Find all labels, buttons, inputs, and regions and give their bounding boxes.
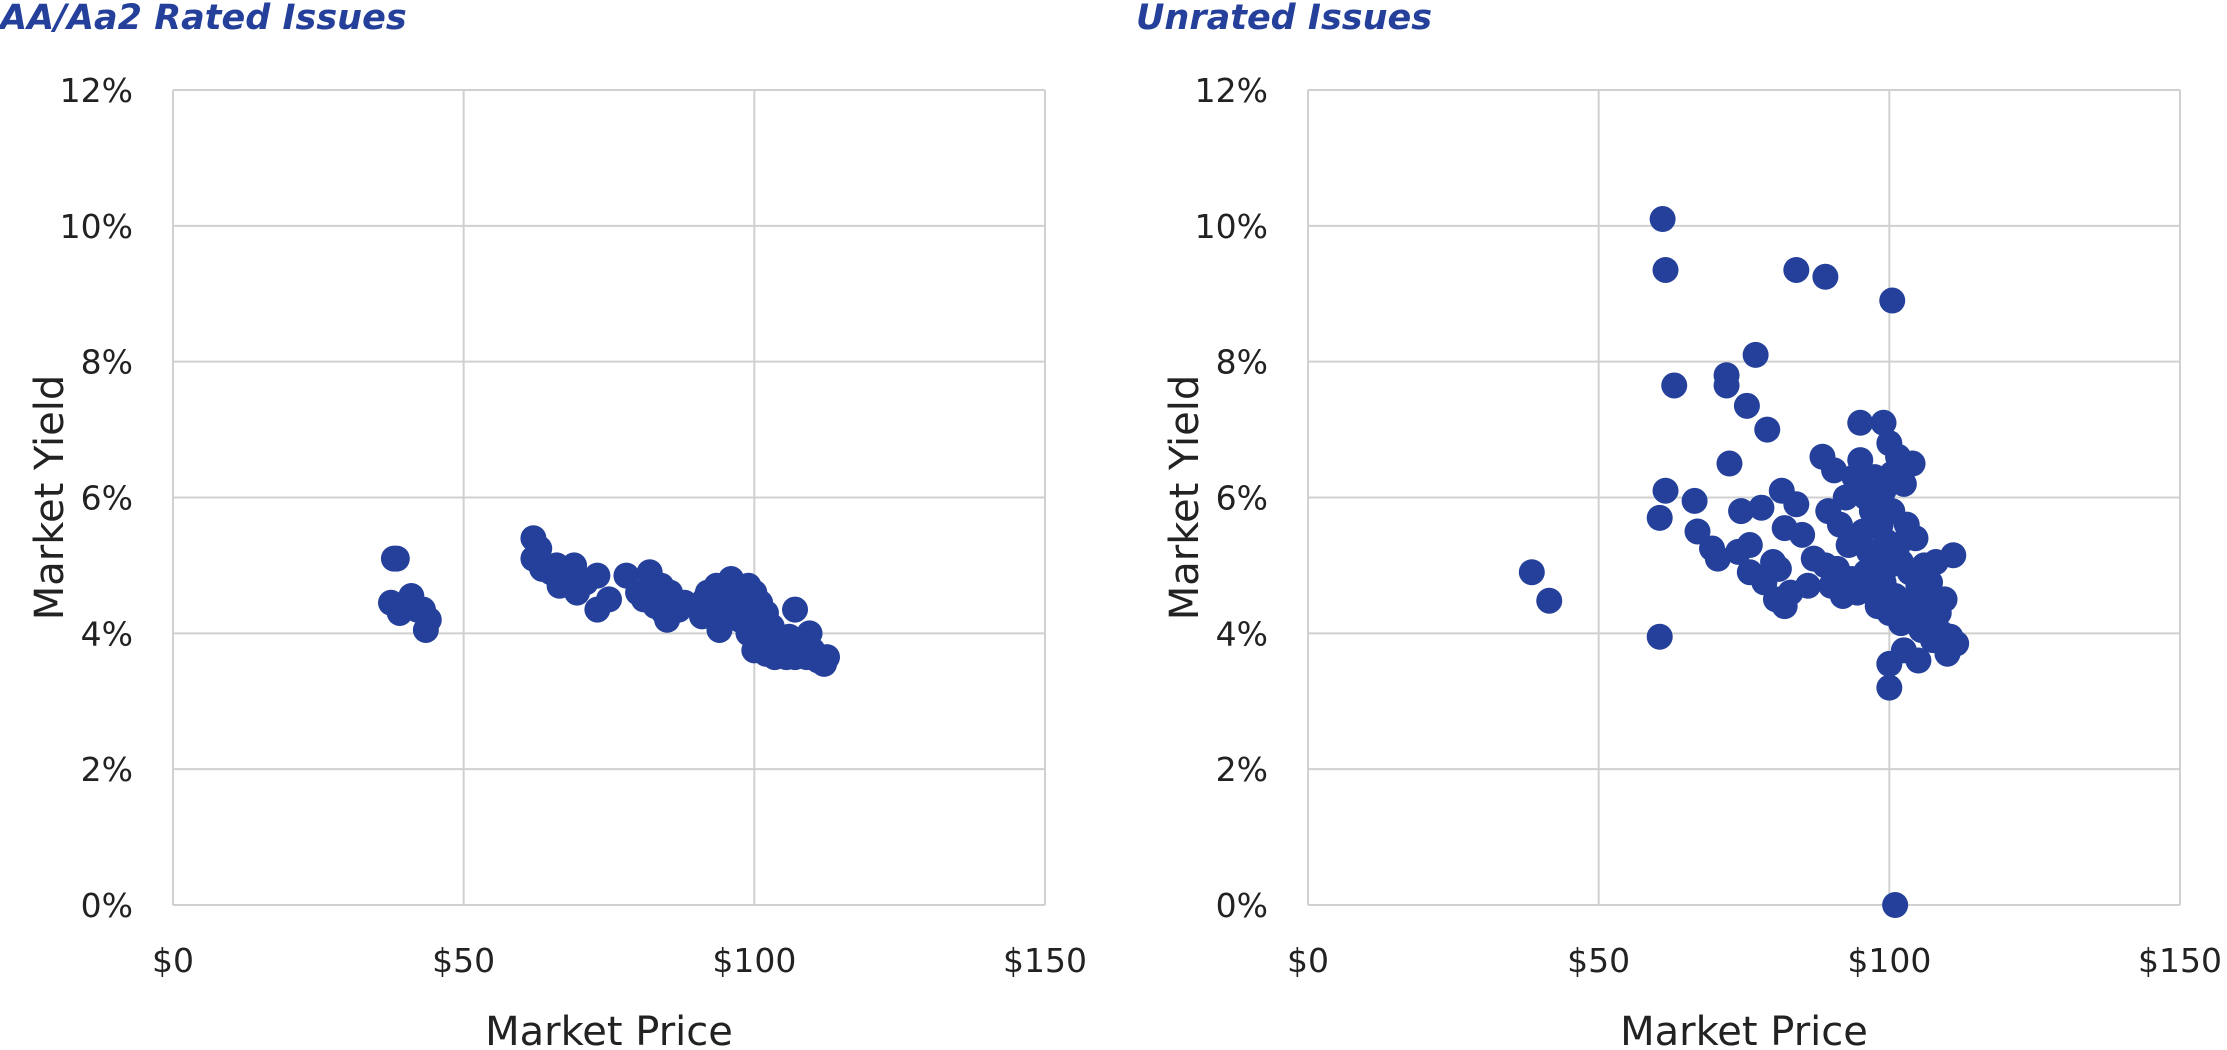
y-tick-label: 0%: [1216, 886, 1268, 925]
data-point: [596, 586, 622, 613]
data-point: [1940, 542, 1967, 569]
data-point: [1826, 511, 1853, 538]
x-tick-label: $50: [1567, 941, 1630, 980]
data-point: [1646, 504, 1673, 531]
x-tick-label: $50: [432, 941, 495, 980]
y-axis-label: Market Yield: [27, 375, 73, 620]
chart-title: AA/Aa2 Rated Issues: [0, 0, 407, 38]
y-tick-label: 6%: [1216, 479, 1268, 518]
data-point: [526, 535, 553, 562]
data-point: [1704, 545, 1731, 572]
x-tick-label: $0: [1287, 941, 1329, 980]
x-tick-label: $0: [152, 941, 194, 980]
y-tick-label: 4%: [1216, 614, 1268, 653]
data-point: [1518, 559, 1545, 586]
x-tick-label: $150: [1003, 941, 1087, 980]
data-point: [1684, 518, 1711, 545]
scatter-plot-aa-rated: 0% 2% 4% 6% 8% 10% 12% $0 $50 $100 $150 Market Pric…: [27, 71, 1087, 1050]
y-tick-label: 4%: [81, 614, 133, 653]
data-point: [1713, 372, 1740, 399]
data-point: [1879, 287, 1906, 314]
data-point: [1931, 586, 1958, 613]
data-point: [1652, 256, 1679, 283]
chart-aa-rated: AA/Aa2 Rated Issues 0% 2% 4% 6% 8% 10% 12% $0 $5…: [0, 0, 1113, 1050]
data-point: [1905, 647, 1932, 674]
scatter-plot-unrated: 0% 2% 4% 6% 8% 10% 12% $0 $50 $100 $150 Market Pric…: [1162, 71, 2222, 1050]
x-tick-label: $100: [1847, 941, 1931, 980]
data-point: [782, 596, 809, 623]
x-tick-label: $100: [712, 941, 796, 980]
data-point: [1646, 623, 1673, 650]
y-tick-label: 2%: [81, 750, 133, 789]
y-tick-label: 0%: [81, 886, 133, 925]
data-point: [1661, 372, 1688, 399]
data-point: [1716, 450, 1743, 477]
y-axis-label: Market Yield: [1162, 375, 1208, 620]
data-point: [1789, 521, 1816, 548]
data-point: [1870, 409, 1897, 436]
data-point: [1890, 470, 1917, 497]
data-point: [1754, 416, 1781, 443]
x-axis-label: Market Price: [1620, 1009, 1868, 1050]
chart-title: Unrated Issues: [1136, 0, 1433, 38]
data-point: [1681, 487, 1708, 514]
data-point: [584, 562, 611, 589]
data-point: [1536, 587, 1563, 614]
data-point: [1902, 525, 1929, 552]
data-point: [1821, 457, 1848, 484]
chart-unrated: Unrated Issues 0% 2% 4% 6% 8% 10% 12% $0 $50 $100…: [1113, 0, 2226, 1050]
y-tick-label: 2%: [1216, 750, 1268, 789]
data-point: [383, 545, 410, 572]
data-point: [1733, 392, 1760, 419]
y-tick-label: 6%: [81, 479, 133, 518]
data-point: [1765, 555, 1792, 582]
data-point: [412, 616, 439, 643]
data-point: [1876, 674, 1903, 701]
y-tick-label: 8%: [81, 343, 133, 382]
data-point: [1649, 206, 1676, 233]
data-point: [1783, 256, 1810, 283]
data-point: [1847, 409, 1874, 436]
data-point: [1748, 494, 1775, 521]
data-point: [1847, 447, 1874, 474]
y-tick-label: 10%: [1195, 207, 1268, 246]
y-tick-label: 12%: [1195, 71, 1268, 110]
x-axis-label: Market Price: [485, 1009, 733, 1050]
data-point: [1742, 341, 1769, 368]
data-point: [1882, 892, 1909, 918]
data-point: [1736, 532, 1763, 559]
data-point: [1832, 484, 1859, 511]
data-point: [1728, 498, 1755, 525]
y-tick-label: 12%: [60, 71, 133, 110]
data-point: [1943, 630, 1970, 657]
data-point: [1917, 569, 1944, 596]
data-point: [1812, 263, 1839, 290]
data-point: [814, 644, 840, 671]
data-point: [1899, 450, 1926, 477]
data-point: [1652, 477, 1679, 504]
data-point: [1783, 491, 1810, 518]
y-tick-label: 8%: [1216, 343, 1268, 382]
y-tick-label: 10%: [60, 207, 133, 246]
x-tick-label: $150: [2138, 941, 2222, 980]
data-point: [1794, 572, 1821, 599]
